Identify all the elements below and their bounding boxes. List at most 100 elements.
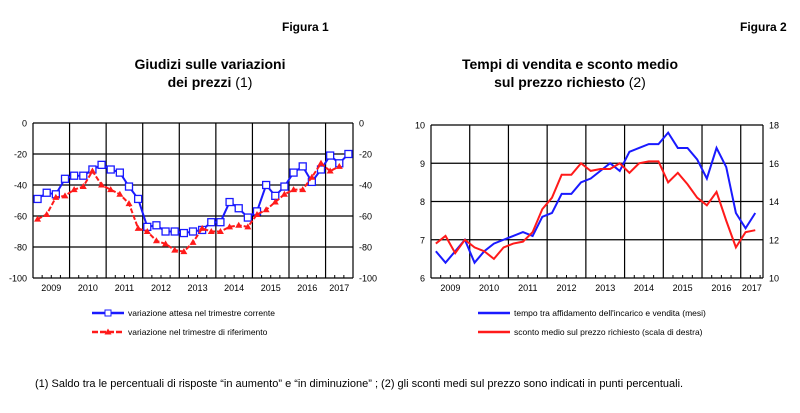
- chart1-xtick-label: 2015: [261, 283, 281, 293]
- chart1-series-2-point: [207, 228, 215, 234]
- chart1-series-1-point: [298, 162, 307, 171]
- chart1-xtick-label: 2016: [297, 283, 317, 293]
- chart1-xtick-label: 2010: [78, 283, 98, 293]
- figure2-title: Tempi di vendita e sconto medio sul prez…: [420, 55, 720, 91]
- figure2-title-line2-text: sul prezzo richiesto: [494, 74, 625, 90]
- chart2-series-1-line: [435, 130, 757, 265]
- figure2-title-note: (2): [628, 74, 646, 90]
- chart1-series-2-point: [61, 192, 69, 199]
- chart1-series-2-point: [171, 246, 179, 253]
- chart2-ytick-label: 9: [420, 159, 425, 169]
- chart1-series-2-point: [335, 162, 343, 169]
- figure1-title-line1: Giudizi sulle variazioni: [134, 56, 286, 72]
- chart1-legend-label: variazione attesa nel trimestre corrente: [128, 308, 275, 318]
- chart2-xtick-label: 2011: [518, 283, 537, 293]
- chart1-series-2-point: [98, 181, 106, 188]
- chart1-series-1-point: [179, 228, 189, 238]
- chart1-series-1-point: [207, 218, 216, 227]
- chart2-y2tick-label: 16: [769, 159, 779, 169]
- chart1-series-1-point: [325, 151, 335, 160]
- figure1-title-line2: dei prezzi (1): [60, 73, 360, 91]
- chart1-ytick-label: -60: [14, 212, 27, 222]
- chart1-xtick-label: 2014: [224, 283, 244, 293]
- chart1-ytick-label: -100: [9, 274, 27, 284]
- chart2-xtick-label: 2015: [673, 283, 693, 293]
- chart1-series-2-point: [143, 228, 151, 234]
- chart1-series-1-point: [234, 204, 243, 213]
- chart1-series-1-point: [60, 174, 70, 183]
- chart1-series-2-point: [253, 210, 261, 217]
- figure2-title-line1: Tempi di vendita e sconto medio: [462, 56, 678, 72]
- chart2-y2tick-label: 12: [769, 235, 779, 245]
- chart1-series-1-point: [133, 194, 143, 204]
- chart2-ytick-label: 10: [415, 121, 425, 131]
- chart1-y2tick-label: -100: [359, 274, 377, 284]
- chart1-series-2-point: [34, 215, 42, 222]
- chart1-series-1-point: [106, 165, 115, 174]
- chart1-series-2-point: [244, 223, 252, 230]
- chart1-ytick-label: -20: [14, 150, 27, 160]
- chart1-series-1-point: [42, 188, 51, 197]
- chart1-series-2-point: [326, 167, 334, 174]
- chart2-xtick-label: 2009: [440, 283, 460, 293]
- chart1-series-1-point: [170, 227, 179, 236]
- chart1-series-2-line: [37, 161, 340, 253]
- chart1-series-1-point: [161, 227, 170, 236]
- chart1-series-2-point: [180, 248, 188, 255]
- chart1-y2tick-label: -60: [359, 212, 372, 222]
- chart1-xtick-label: 2011: [115, 283, 134, 293]
- chart1-series-2-point: [152, 237, 160, 244]
- chart1-xtick-label: 2017: [329, 283, 349, 293]
- chart1-xtick-label: 2009: [41, 283, 61, 293]
- chart2-legend-label: tempo tra affidamento dell'incarico e ve…: [514, 308, 706, 318]
- chart1-series-2-point: [271, 198, 279, 205]
- chart1-legend-marker: [104, 328, 112, 335]
- chart1-legend-marker: [104, 309, 112, 317]
- chart1-series-1-point: [115, 168, 125, 177]
- footnote: (1) Saldo tra le percentuali di risposte…: [35, 378, 684, 390]
- chart1-series-1-point: [289, 168, 298, 177]
- chart1-series-1-point: [344, 149, 353, 159]
- chart1-y2tick-label: -20: [359, 150, 372, 160]
- chart1-series-2-point: [125, 200, 133, 207]
- chart1-ytick-label: -40: [14, 181, 27, 191]
- chart1-series-1-point: [152, 221, 161, 230]
- chart1-series-2-point: [216, 228, 224, 234]
- chart1-series-2-point: [70, 186, 78, 193]
- chart1-series-2-point: [226, 223, 234, 230]
- chart1-series-2-point: [134, 224, 142, 231]
- chart1-series-1-point: [225, 197, 234, 207]
- chart2-xtick-label: 2017: [742, 283, 762, 293]
- chart1-legend-label: variazione nel trimestre di riferimento: [128, 327, 268, 337]
- chart1-series-2-point: [43, 210, 51, 217]
- chart1-series-2-point: [189, 238, 197, 245]
- chart2-ytick-label: 8: [420, 197, 425, 207]
- chart2-series-2-line: [435, 160, 756, 261]
- chart1-series-2-point: [308, 173, 316, 180]
- chart1-series-1-point: [69, 171, 79, 180]
- chart2-xtick-label: 2016: [711, 283, 731, 293]
- chart2-xtick-label: 2012: [556, 283, 576, 293]
- chart1-series-1-point: [280, 182, 289, 191]
- figure1-label: Figura 1: [282, 20, 329, 34]
- chart1-series-1-point: [243, 213, 253, 222]
- figure1-title-line2-text: dei prezzi: [167, 74, 232, 90]
- chart1-xtick-label: 2012: [151, 283, 171, 293]
- chart2-legend-label: sconto medio sul prezzo richiesto (scala…: [514, 327, 703, 337]
- chart1-series-1-point: [33, 194, 42, 204]
- chart1-series-2-point: [262, 206, 270, 213]
- figure2-title-line2: sul prezzo richiesto (2): [420, 73, 720, 91]
- chart2-xtick-label: 2010: [479, 283, 499, 293]
- chart1-series-1-point: [216, 218, 225, 227]
- chart1-xtick-label: 2013: [188, 283, 208, 293]
- chart2-ytick-label: 7: [420, 235, 425, 245]
- chart1-series-1-point: [79, 171, 88, 180]
- chart1-y2tick-label: -80: [359, 243, 372, 253]
- chart1-series-1-point: [97, 160, 106, 170]
- figure1-title-note: (1): [235, 74, 253, 90]
- chart1-series-2-point: [290, 186, 298, 193]
- chart1-y2tick-label: 0: [359, 119, 364, 129]
- chart1-series-2-point: [235, 221, 243, 228]
